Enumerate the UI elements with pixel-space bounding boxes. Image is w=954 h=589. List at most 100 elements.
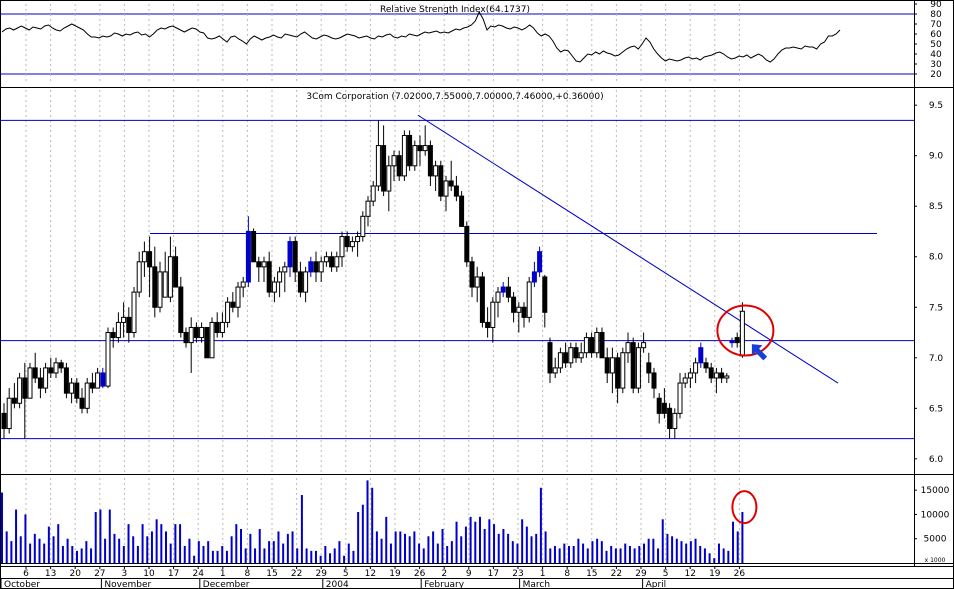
candle-body (594, 332, 600, 354)
candle-body (511, 296, 517, 313)
candle-body (682, 377, 688, 384)
x-tick-label: 26 (414, 569, 426, 579)
volume-unit-label: x 1000 (925, 557, 946, 564)
volume-bars (1, 480, 744, 563)
rsi-tick-label: 50 (930, 40, 942, 50)
candle-body (417, 145, 423, 152)
month-label: April (646, 580, 667, 589)
candle-body (651, 372, 657, 389)
candle-body (360, 215, 366, 238)
candle-body (505, 286, 511, 298)
candle-body (641, 342, 647, 349)
x-tick-label: 19 (389, 569, 401, 579)
rsi-tick-label: 90 (930, 0, 942, 10)
candle-body (630, 342, 636, 389)
candle-body (521, 306, 527, 318)
x-tick-label: 22 (611, 569, 622, 579)
candle-body (443, 180, 449, 197)
candle-body (22, 377, 28, 399)
candle-body (235, 286, 241, 308)
x-tick-label: 1 (220, 569, 226, 579)
blue-arrow-icon (751, 344, 768, 361)
candle-body (713, 372, 719, 379)
price-tick-label: 9.0 (929, 152, 944, 162)
candle-body (646, 362, 652, 374)
candle-body (547, 342, 553, 374)
support-resistance-lines (0, 119, 914, 440)
candle-body (37, 377, 43, 389)
candle-body (459, 195, 465, 227)
candle-body (531, 271, 537, 283)
candle-body (495, 291, 501, 303)
candle-body (516, 306, 522, 313)
month-label: November (104, 580, 151, 589)
candle-body (620, 352, 626, 389)
x-tick-label: 1 (540, 569, 546, 579)
x-tick-label: 17 (488, 569, 499, 579)
candle-body (370, 185, 376, 202)
rsi-gridlines (25, 4, 740, 84)
volume-highlight-circle (731, 490, 758, 525)
candle-body (433, 165, 439, 177)
candle-body (438, 165, 444, 197)
price-title: 3Com Corporation (7.02000,7.55000,7.0000… (306, 92, 603, 102)
candle-body (282, 266, 288, 273)
candle-body (292, 241, 298, 273)
rsi-line (1, 10, 841, 63)
candle-body (48, 367, 54, 374)
candle-body (173, 256, 179, 288)
candle-body (604, 357, 610, 374)
x-tick-label: 8 (245, 569, 251, 579)
candle-body (100, 372, 106, 387)
candle-body (313, 261, 319, 273)
candle-body (729, 340, 735, 344)
candle-body (661, 402, 667, 414)
candle-body (339, 236, 345, 258)
candle-body (401, 134, 407, 177)
candle-body (656, 397, 662, 414)
candle-body (672, 412, 678, 430)
candle-body (74, 382, 80, 399)
candle-body (739, 310, 745, 357)
candle-body (240, 281, 246, 288)
candle-body (251, 230, 257, 263)
x-tick-label: 27 (94, 569, 105, 579)
candlesticks (1, 120, 745, 439)
x-tick-label: 13 (45, 569, 56, 579)
candle-body (6, 397, 12, 430)
candle-body (563, 352, 569, 364)
rsi-title: Relative Strength Index(64.1737) (380, 5, 530, 15)
x-tick-label: 5 (343, 569, 349, 579)
x-tick-label: 12 (684, 569, 695, 579)
candle-body (323, 256, 329, 263)
candle-body (89, 382, 95, 389)
candle-body (32, 367, 38, 379)
price-tick-label: 8.0 (929, 253, 944, 263)
candle-body (344, 236, 350, 248)
volume-tick-label: 5000 (924, 535, 947, 545)
candle-body (63, 367, 69, 394)
candle-body (58, 362, 64, 369)
candle-body (635, 347, 641, 389)
month-label: 2004 (326, 580, 349, 589)
candle-body (365, 200, 371, 217)
candle-body (271, 281, 277, 293)
rsi-tick-label: 30 (930, 60, 942, 70)
x-tick-label: 29 (635, 569, 647, 579)
candle-body (381, 145, 387, 192)
candle-body (318, 261, 324, 273)
rsi-tick-label: 80 (930, 10, 942, 20)
month-label: December (203, 580, 250, 589)
candle-body (552, 367, 558, 374)
candle-body (719, 372, 725, 379)
candle-body (131, 291, 137, 334)
date-axis: 6 13 20 27 3 10 17 24 1 8 15 22 29 5 12 19 26 2 9 17 23 1 8 15 2… (0, 566, 745, 589)
candle-body (303, 271, 309, 293)
candle-body (162, 271, 168, 298)
candle-body (573, 347, 579, 359)
candle-body (178, 286, 184, 334)
candle-body (375, 145, 381, 187)
candle-body (199, 326, 205, 339)
candle-body (167, 256, 173, 298)
